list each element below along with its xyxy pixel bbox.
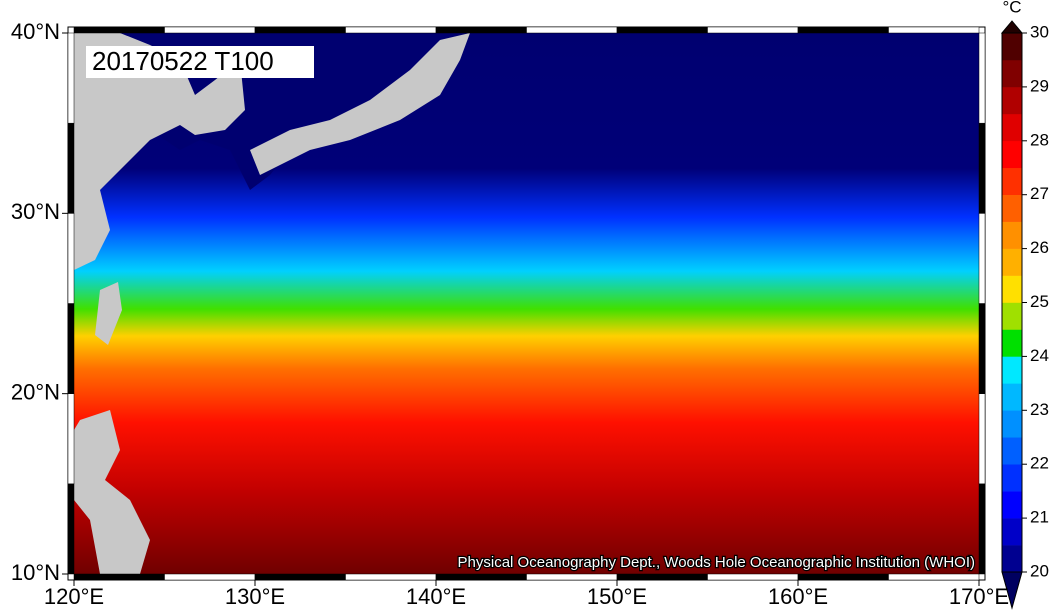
colorbar-over (1000, 20, 1024, 34)
colorbar-unit: °C (1002, 0, 1021, 16)
map-border (67, 26, 986, 581)
colorbar-tick-label: 21 (1030, 508, 1049, 527)
color-band (1002, 410, 1022, 438)
credit: Physical Oceanography Dept., Woods Hole … (458, 554, 975, 571)
colorbar-tick-label: 28 (1030, 130, 1049, 149)
border-segment (67, 122, 75, 214)
color-band (1002, 194, 1022, 222)
land-taiwan (95, 282, 122, 345)
border-segment (888, 26, 980, 34)
land-philippines (74, 410, 150, 574)
border-segment (67, 393, 75, 485)
color-band (1002, 59, 1022, 88)
x-tick-label: 120°E (44, 584, 104, 609)
color-band (1002, 437, 1022, 465)
border-segment (888, 573, 980, 581)
border-segment (616, 26, 708, 34)
border-segment (707, 26, 799, 34)
color-band (1002, 167, 1022, 195)
color-band (1002, 248, 1022, 276)
colorbar-tick-label: 26 (1030, 238, 1049, 257)
border-segment (67, 303, 75, 394)
colorbar-tick-label: 30 (1030, 22, 1049, 41)
border-segment (978, 122, 986, 214)
colorbar-tick-label: 24 (1030, 346, 1049, 365)
map-area (74, 33, 979, 574)
color-band (1002, 221, 1022, 249)
x-tick-label: 140°E (406, 584, 466, 609)
color-band (1002, 464, 1022, 492)
border-segment (67, 213, 75, 304)
border-segment (978, 32, 986, 124)
x-tick-label: 130°E (225, 584, 285, 609)
border-segment (978, 393, 986, 485)
border-segment (435, 573, 527, 581)
border-segment (254, 26, 346, 34)
land-japan (250, 33, 470, 175)
color-band (1002, 491, 1022, 519)
border-segment (67, 483, 75, 575)
border-segment (164, 26, 256, 34)
x-tick-label: 170°E (949, 584, 1009, 609)
land-asia (74, 33, 245, 270)
border-segment (797, 26, 889, 34)
border-segment (67, 32, 75, 124)
border-segment (345, 573, 437, 581)
color-band (1002, 302, 1022, 330)
border-segment (616, 573, 708, 581)
border-segment (435, 26, 527, 34)
map-title: 20170522 T100 (92, 46, 274, 76)
y-tick-label: 30°N (11, 199, 60, 224)
border-segment (978, 483, 986, 575)
color-band (1002, 356, 1022, 384)
color-band (1002, 383, 1022, 411)
color-band (1002, 86, 1022, 115)
colorbar-tick-label: 20 (1030, 561, 1049, 580)
colorbar: 20 21 22 23 24 25 26 27 28 29 30 (1000, 20, 1049, 610)
border-segment (797, 573, 889, 581)
color-band (1002, 113, 1022, 142)
y-tick-label: 20°N (11, 379, 60, 404)
color-band (1002, 545, 1022, 573)
color-band (1002, 329, 1022, 357)
colorbar-tick-label: 25 (1030, 292, 1049, 311)
color-band (1002, 275, 1022, 303)
y-tick-label: 10°N (11, 560, 60, 585)
x-tick-label: 150°E (587, 584, 647, 609)
colorbar-tick-label: 29 (1030, 76, 1049, 95)
border-segment (345, 26, 437, 34)
color-band (1002, 518, 1022, 546)
border-segment (526, 573, 618, 581)
x-tick-label: 160°E (768, 584, 828, 609)
border-segment (73, 573, 165, 581)
colorbar-tick-label: 27 (1030, 184, 1049, 203)
colorbar-tick-label: 22 (1030, 454, 1049, 473)
border-segment (73, 26, 165, 34)
color-band (1002, 140, 1022, 169)
y-tick-label: 40°N (11, 19, 60, 44)
border-segment (526, 26, 618, 34)
color-band (1002, 33, 1022, 61)
border-segment (707, 573, 799, 581)
title-box (86, 46, 314, 78)
border-segment (254, 573, 346, 581)
border-segment (978, 303, 986, 394)
border-segment (978, 213, 986, 304)
colorbar-tick-label: 23 (1030, 400, 1049, 419)
border-segment (164, 573, 256, 581)
